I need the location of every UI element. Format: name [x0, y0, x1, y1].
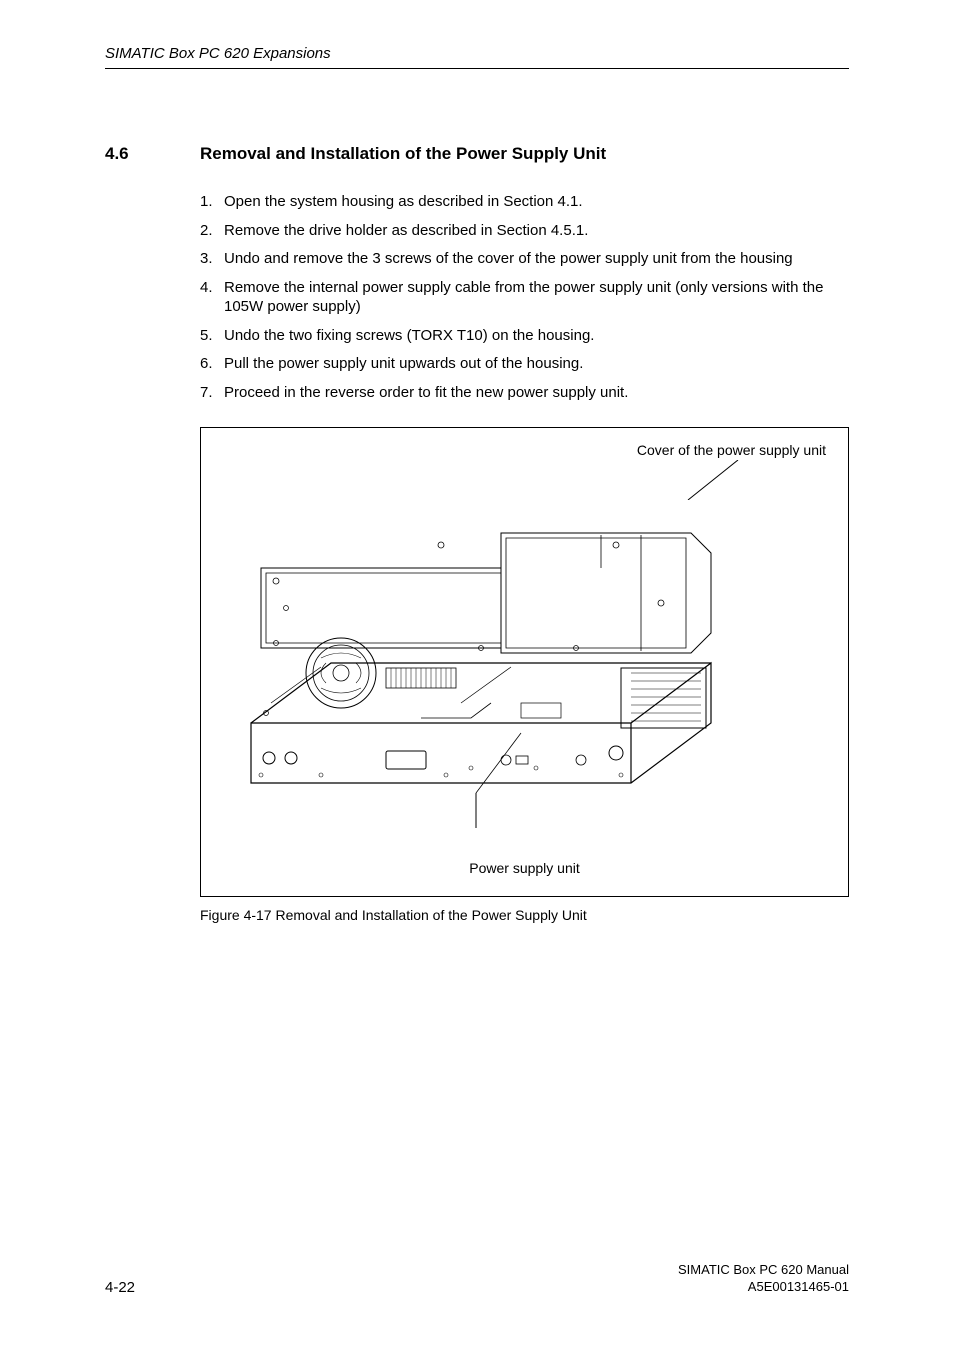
section-title: Removal and Installation of the Power Su…	[200, 144, 849, 164]
list-item: Pull the power supply unit upwards out o…	[200, 354, 849, 374]
manual-title: SIMATIC Box PC 620 Manual	[678, 1262, 849, 1279]
section-number: 4.6	[105, 144, 200, 164]
list-item: Undo the two fixing screws (TORX T10) on…	[200, 326, 849, 346]
list-item: Remove the drive holder as described in …	[200, 221, 849, 241]
technical-diagram-icon	[221, 473, 731, 828]
page-number: 4-22	[105, 1279, 135, 1296]
footer-right: SIMATIC Box PC 620 Manual A5E00131465-01	[678, 1262, 849, 1296]
figure-label-bottom: Power supply unit	[469, 860, 580, 876]
header-title: SIMATIC Box PC 620 Expansions	[105, 45, 849, 69]
figure-label-top: Cover of the power supply unit	[637, 442, 826, 458]
list-item: Proceed in the reverse order to fit the …	[200, 383, 849, 403]
page-container: SIMATIC Box PC 620 Expansions 4.6 Remova…	[0, 0, 954, 923]
figure-container: Cover of the power supply unit	[200, 427, 849, 897]
list-item: Open the system housing as described in …	[200, 192, 849, 212]
content-body: Open the system housing as described in …	[200, 192, 849, 923]
figure-caption: Figure 4-17 Removal and Installation of …	[200, 907, 849, 923]
section-heading: 4.6 Removal and Installation of the Powe…	[105, 144, 849, 164]
page-footer: 4-22 SIMATIC Box PC 620 Manual A5E001314…	[105, 1262, 849, 1296]
document-number: A5E00131465-01	[678, 1279, 849, 1296]
list-item: Undo and remove the 3 screws of the cove…	[200, 249, 849, 269]
list-item: Remove the internal power supply cable f…	[200, 278, 849, 317]
steps-list: Open the system housing as described in …	[200, 192, 849, 402]
